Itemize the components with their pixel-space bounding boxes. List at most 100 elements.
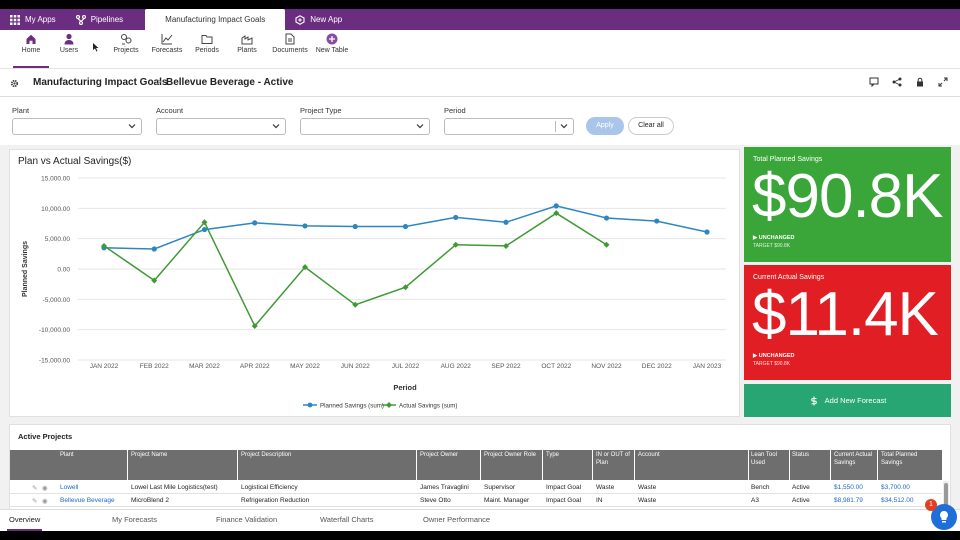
edit-icon[interactable]: ✎ xyxy=(32,498,38,505)
table-cell: Supervisor xyxy=(484,484,516,491)
project-type-select[interactable] xyxy=(300,118,430,135)
nav-label: Forecasts xyxy=(151,47,183,54)
table-cell[interactable]: Lowell xyxy=(60,484,79,491)
column-header[interactable]: Project Description xyxy=(241,452,292,458)
nav-item-periods[interactable]: Periods xyxy=(187,33,227,54)
chevron-down-icon xyxy=(416,124,424,129)
add-new-forecast-button[interactable]: Add New Forecast xyxy=(744,384,951,417)
view-icon[interactable]: ◉ xyxy=(42,498,48,505)
column-header[interactable]: Current Actual Savings xyxy=(834,452,873,466)
new-app-button[interactable]: New App xyxy=(285,9,352,30)
chevron-down-icon xyxy=(560,124,568,129)
planned-point xyxy=(151,246,157,252)
period-select[interactable] xyxy=(444,118,574,135)
y-tick-label: -5,000.00 xyxy=(43,297,71,304)
header-separator xyxy=(542,450,543,480)
column-header[interactable]: Total Planned Savings xyxy=(881,452,918,466)
table-scrollbar[interactable] xyxy=(943,481,949,520)
kpi-target: TARGET $90.8K xyxy=(753,243,791,249)
tab-finance-validation[interactable]: Finance Validation xyxy=(216,515,278,524)
table-cell[interactable]: $34,512.00 xyxy=(881,497,914,504)
x-tick-label: NOV 2022 xyxy=(591,363,622,370)
x-tick-label: FEB 2022 xyxy=(140,363,169,370)
x-axis-label: Period xyxy=(393,383,417,392)
header-separator xyxy=(127,450,128,480)
gear-icon[interactable] xyxy=(10,79,19,88)
table-cell[interactable]: $3,700.00 xyxy=(881,484,910,491)
breadcrumb-app[interactable]: Manufacturing Impact Goals xyxy=(33,77,168,88)
scroll-thumb[interactable] xyxy=(944,483,948,511)
series-line-actual xyxy=(103,212,607,328)
table-cell: Waste xyxy=(638,484,657,491)
column-header[interactable]: Plant xyxy=(60,452,74,458)
lock-icon[interactable] xyxy=(915,77,925,87)
planned-point xyxy=(402,223,409,230)
tab-my-forecasts[interactable]: My Forecasts xyxy=(112,515,158,524)
header-separator xyxy=(748,450,749,480)
view-icon[interactable]: ◉ xyxy=(42,485,48,492)
active-tab-label: Manufacturing Impact Goals xyxy=(165,15,266,24)
nav-item-plants[interactable]: Plants xyxy=(227,33,267,54)
breadcrumb-separator: > xyxy=(156,77,162,88)
tab-waterfall-charts[interactable]: Waterfall Charts xyxy=(320,515,374,524)
nav-item-home[interactable]: Home xyxy=(11,33,51,68)
filter-bar: Plant Account Project Type Period Apply … xyxy=(0,97,960,145)
table-cell[interactable]: Bellevue Beverage xyxy=(60,497,115,504)
table-cell[interactable]: $8,981.79 xyxy=(834,497,863,504)
nav-label: Users xyxy=(59,47,79,54)
y-tick-label: 0.00 xyxy=(57,267,70,274)
folder-icon xyxy=(201,35,213,44)
plus-circle-icon xyxy=(326,33,338,45)
nav-item-forecasts[interactable]: Forecasts xyxy=(147,33,187,54)
chevron-down-icon xyxy=(272,124,280,129)
tab-overview[interactable]: Overview xyxy=(6,515,43,531)
header-separator xyxy=(634,450,635,480)
column-header[interactable]: Lean Tool Used xyxy=(751,452,777,466)
table-cell: Waste xyxy=(638,497,657,504)
column-header[interactable]: Type xyxy=(546,452,560,458)
nav-item-new-table[interactable]: New Table xyxy=(312,33,352,54)
dollar-list-icon xyxy=(810,396,817,405)
chevron-down-icon xyxy=(128,124,136,129)
edit-icon[interactable]: ✎ xyxy=(32,485,38,492)
comment-icon[interactable] xyxy=(869,77,879,87)
pipelines-button[interactable]: Pipelines xyxy=(66,9,133,30)
tab-manufacturing-impact-goals[interactable]: Manufacturing Impact Goals xyxy=(145,9,286,30)
nav-item-documents[interactable]: Documents xyxy=(270,33,310,54)
y-tick-label: 5,000.00 xyxy=(45,236,71,243)
table-row[interactable]: ✎ ◉ Bellevue Beverage MicroBlend 2 Refrigera… xyxy=(10,494,942,507)
account-select[interactable] xyxy=(156,118,286,135)
column-header[interactable]: Status xyxy=(792,452,810,458)
period-filter-label: Period xyxy=(444,106,466,115)
my-apps-button[interactable]: My Apps xyxy=(0,9,66,30)
share-icon[interactable] xyxy=(892,77,902,87)
y-axis-label: Planned Savings xyxy=(22,241,29,297)
column-header[interactable]: Account xyxy=(638,452,660,458)
expand-icon[interactable] xyxy=(938,77,948,87)
table-row[interactable]: ✎ ◉ Lowell Lowel Last Mile Logistics(test) L… xyxy=(10,481,942,494)
y-tick-label: 10,000.00 xyxy=(41,206,70,213)
breadcrumb-page: Bellevue Beverage - Active xyxy=(166,77,294,88)
plant-filter-label: Plant xyxy=(12,106,30,115)
nav-item-projects[interactable]: Projects xyxy=(106,33,146,54)
tab-owner-performance[interactable]: Owner Performance xyxy=(423,515,491,524)
table-cell[interactable]: $1,550.00 xyxy=(834,484,863,491)
column-header[interactable]: Project Name xyxy=(131,452,168,458)
legend-marker xyxy=(307,402,313,408)
plant-select[interactable] xyxy=(12,118,142,135)
column-header[interactable]: IN or OUT of Plan xyxy=(596,452,630,466)
apply-button[interactable]: Apply xyxy=(586,117,624,135)
clear-all-button[interactable]: Clear all xyxy=(628,117,674,135)
table-cell: IN xyxy=(596,497,603,504)
play-icon: ▶ xyxy=(753,353,759,359)
app-nav-bar: Home Users Projects Forecasts Periods Pl… xyxy=(0,30,960,69)
planned-point xyxy=(352,223,358,230)
actual-point xyxy=(251,323,258,330)
column-header[interactable]: Project Owner Role xyxy=(484,452,537,458)
column-header[interactable]: Project Owner xyxy=(420,452,459,458)
nav-item-users[interactable]: Users xyxy=(49,33,89,54)
planned-point xyxy=(704,229,710,235)
x-tick-label: SEP 2022 xyxy=(491,363,521,370)
planned-point xyxy=(252,220,258,226)
x-tick-label: JUN 2022 xyxy=(341,363,370,370)
